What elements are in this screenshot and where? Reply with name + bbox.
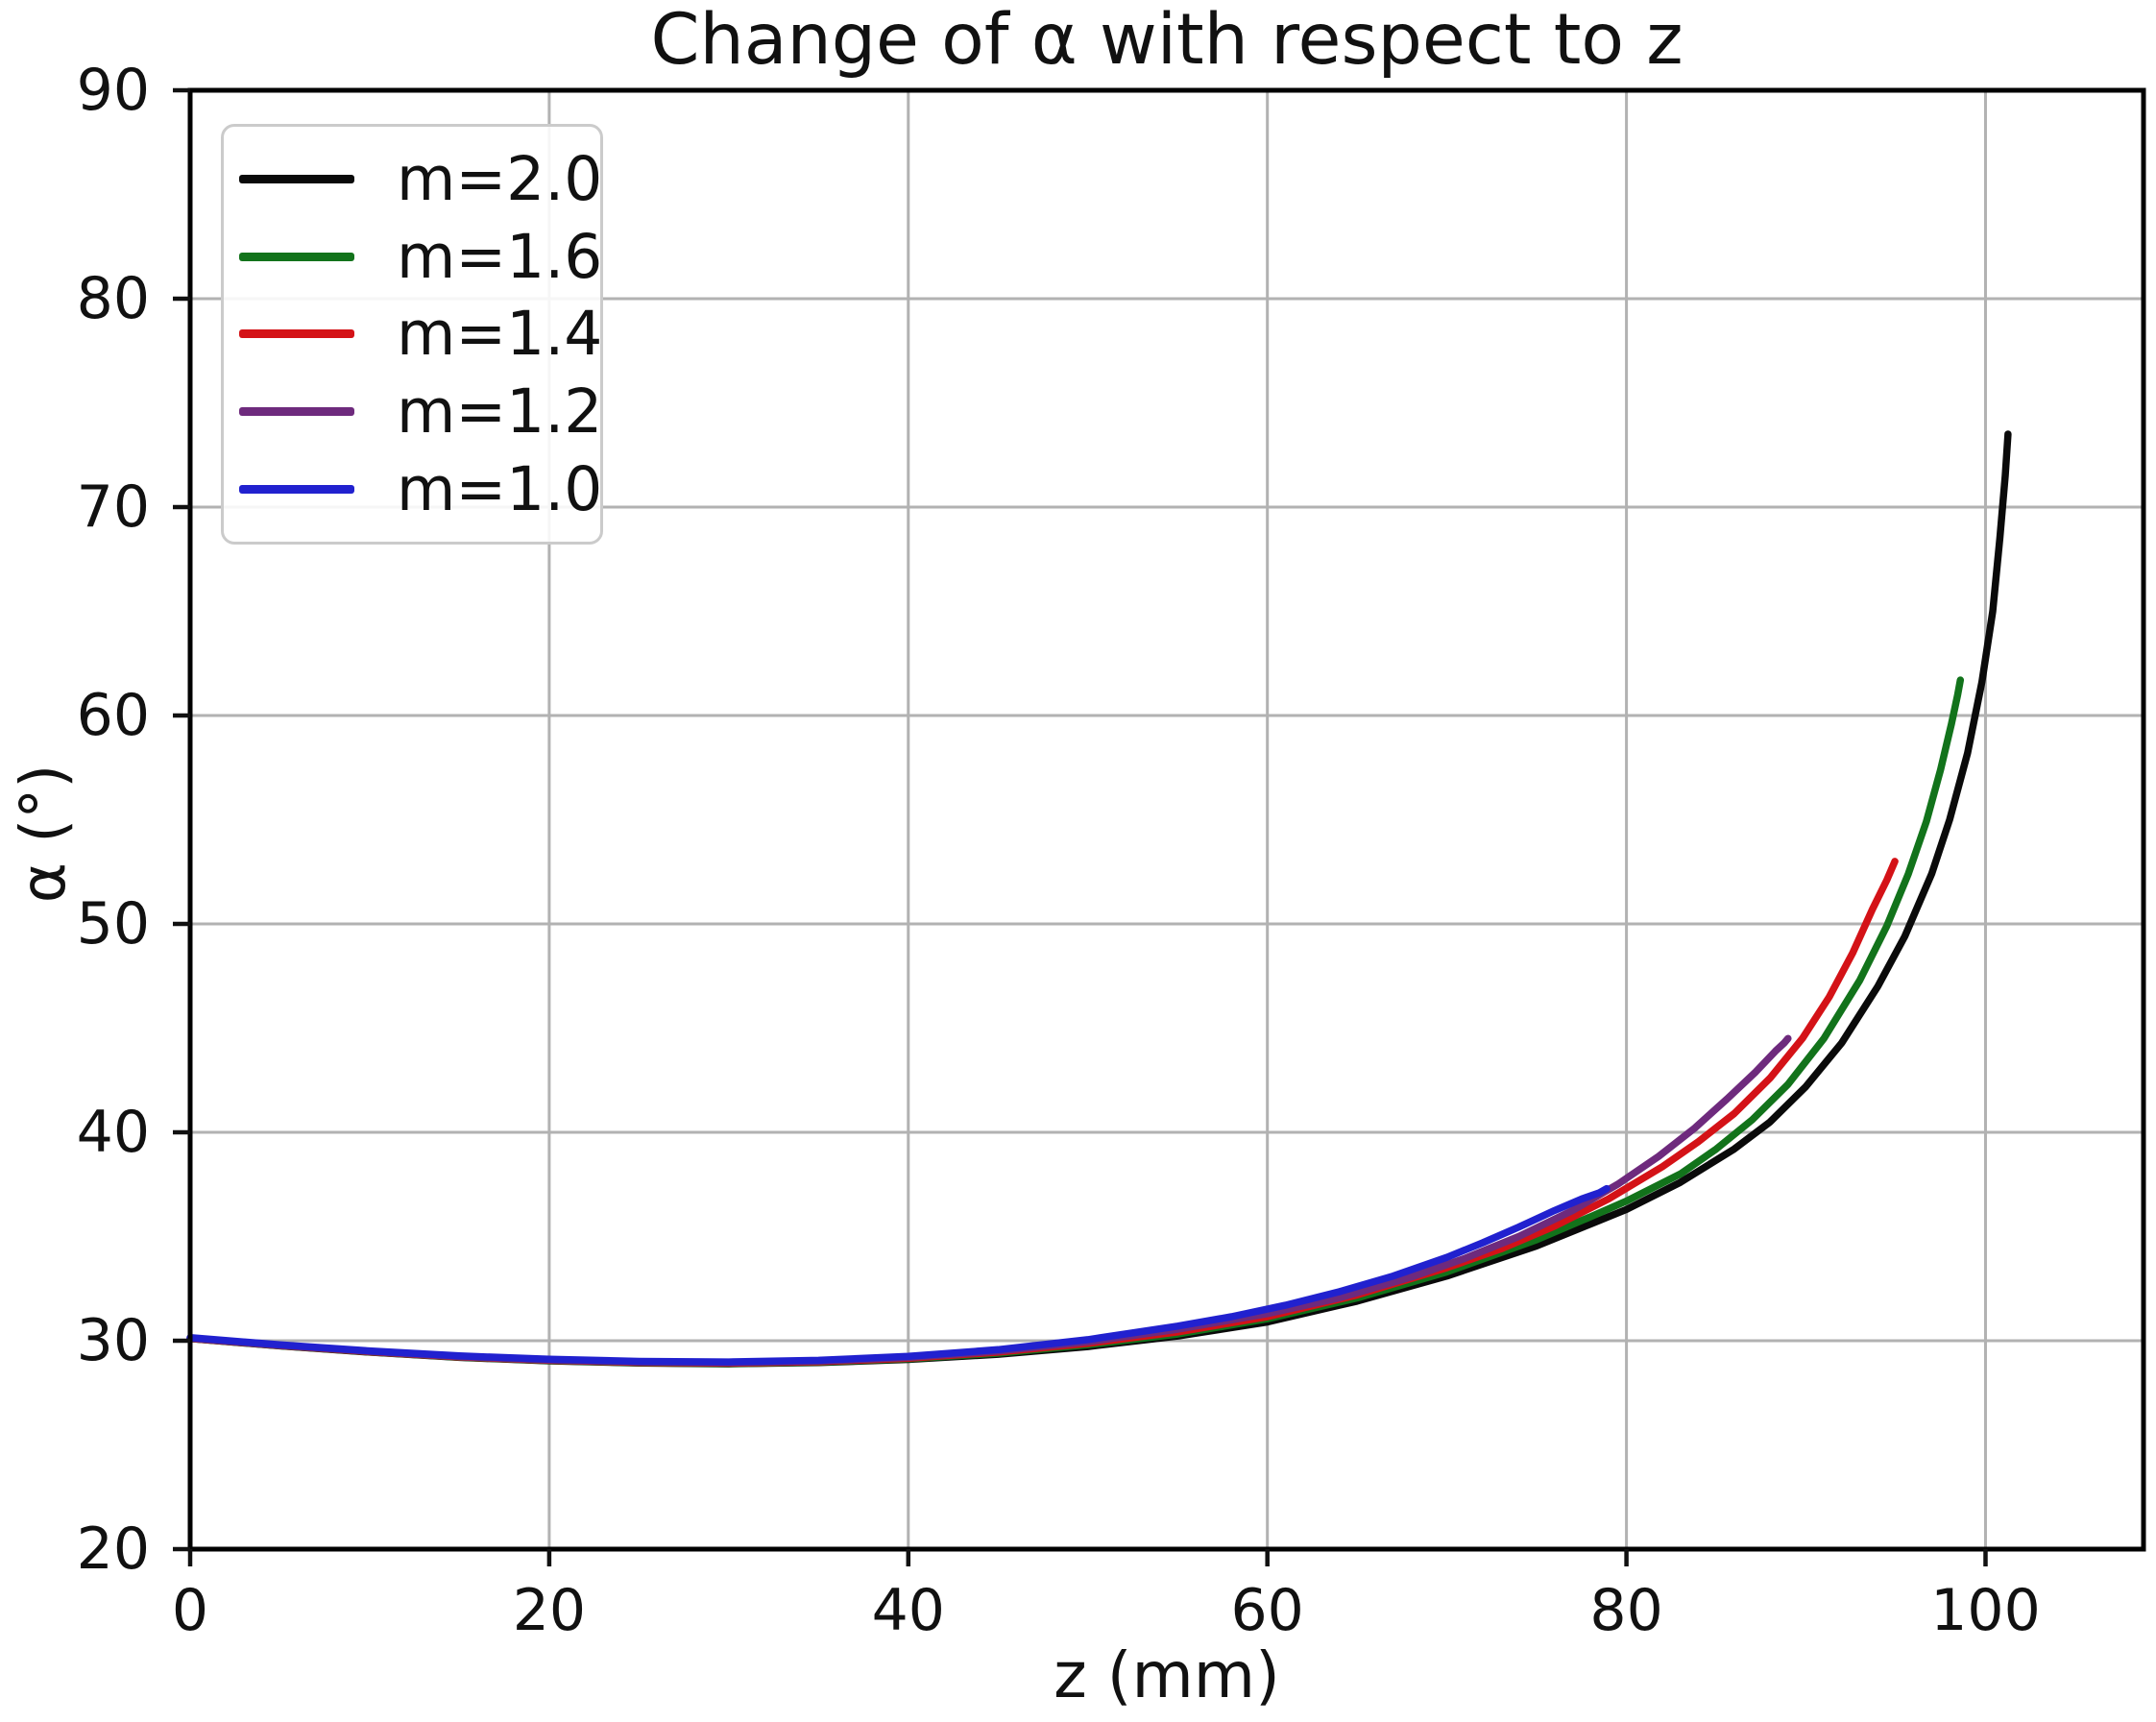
legend-item: m=2.0 — [239, 149, 602, 209]
legend: m=2.0 m=1.6 m=1.4 m=1.2 m=1.0 — [221, 124, 603, 545]
legend-item: m=1.0 — [239, 459, 602, 520]
x-tick-label: 100 — [1930, 1577, 2041, 1644]
x-tick-label: 60 — [1231, 1577, 1304, 1644]
legend-item: m=1.4 — [239, 303, 602, 364]
legend-label: m=1.4 — [397, 299, 603, 370]
legend-label: m=2.0 — [397, 143, 603, 214]
y-axis-label: α (°) — [9, 764, 80, 904]
tick-marks — [173, 87, 1988, 1566]
legend-label: m=1.0 — [397, 454, 603, 525]
legend-label: m=1.6 — [397, 221, 603, 292]
curve-m-1.4 — [186, 858, 1899, 1368]
x-tick-labels: 0 20 40 60 80 100 — [172, 1577, 2041, 1644]
legend-line-swatch-m1.6 — [239, 252, 354, 261]
axes-spines — [187, 87, 2146, 1552]
legend-label: m=1.2 — [397, 376, 603, 448]
legend-line-swatch-m2.0 — [239, 174, 354, 183]
y-tick-label: 90 — [77, 57, 150, 124]
curve-m-2.0 — [186, 430, 2012, 1368]
x-tick-label: 40 — [872, 1577, 945, 1644]
y-tick-label: 40 — [77, 1099, 150, 1166]
y-tick-label: 50 — [77, 890, 150, 958]
legend-item: m=1.6 — [239, 227, 602, 287]
legend-line-swatch-m1.4 — [239, 329, 354, 339]
x-tick-label: 0 — [172, 1577, 208, 1644]
y-tick-label: 30 — [77, 1307, 150, 1374]
legend-line-swatch-m1.0 — [239, 485, 354, 495]
y-tick-label: 20 — [77, 1516, 150, 1583]
curve-m-1.6 — [186, 676, 1965, 1368]
y-tick-label: 60 — [77, 682, 150, 749]
y-tick-label: 80 — [77, 265, 150, 332]
data-curves — [186, 430, 2012, 1368]
x-tick-label: 20 — [513, 1577, 586, 1644]
x-tick-label: 80 — [1589, 1577, 1662, 1644]
legend-item: m=1.2 — [239, 381, 602, 442]
y-tick-label: 70 — [77, 473, 150, 541]
chart-title: Change of α with respect to z — [650, 0, 1684, 81]
legend-line-swatch-m1.2 — [239, 407, 354, 417]
x-axis-label: z (mm) — [1054, 1638, 1280, 1712]
curve-m-1.2 — [186, 1034, 1792, 1367]
y-tick-labels: 20 30 40 50 60 70 80 90 — [77, 57, 150, 1583]
curve-m-1.0 — [186, 1184, 1611, 1366]
